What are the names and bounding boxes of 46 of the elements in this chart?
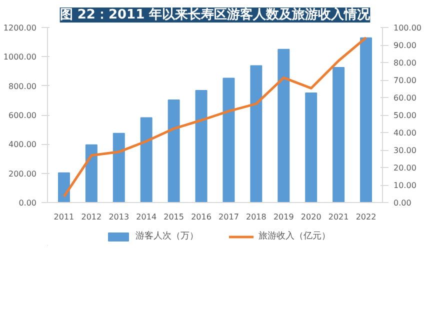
x-tick-label: 2018 <box>246 212 266 222</box>
x-tick-label: 2016 <box>191 212 212 222</box>
line-series <box>62 36 368 198</box>
x-tick-label: 2017 <box>218 212 239 222</box>
y-tick-label: 800.00 <box>8 82 37 91</box>
bar <box>140 117 152 202</box>
x-tick-label: 2020 <box>300 212 322 222</box>
y2-tick-label: 30.00 <box>394 146 416 155</box>
bar <box>58 172 70 202</box>
bar <box>278 48 290 202</box>
legend-label: 旅游收入（亿元） <box>258 230 330 242</box>
x-tick-label: 2022 <box>356 212 376 222</box>
y-tick-label: 0.00 <box>18 198 36 208</box>
bar <box>195 90 208 202</box>
y-tick-label: 400.00 <box>8 140 37 150</box>
bar <box>360 37 372 202</box>
bar <box>332 66 345 202</box>
x-tick-label: 2011 <box>54 212 74 222</box>
legend-label: 游客人次（万） <box>136 230 198 242</box>
y-tick-label: 1200.00 <box>3 24 37 32</box>
y2-tick-label: 0.00 <box>394 198 412 208</box>
y2-tick-label: 70.00 <box>394 76 416 85</box>
y2-tick-label: 50.00 <box>394 111 416 120</box>
bar <box>305 92 318 202</box>
bar <box>222 78 235 202</box>
y2-tick-label: 60.00 <box>394 94 416 102</box>
x-tick-label: 2013 <box>108 212 130 222</box>
y2-tick-label: 90.00 <box>394 41 416 50</box>
y2-tick-label: 40.00 <box>394 128 416 138</box>
y-tick-label: 200.00 <box>8 169 37 178</box>
bar <box>168 99 180 202</box>
chart-title: 图 22：2011 年以来长寿区游客人数及旅游收入情况 <box>60 6 372 22</box>
bar <box>85 144 98 202</box>
bar <box>250 65 262 202</box>
y2-tick-label: 100.00 <box>394 24 422 32</box>
y2-tick-label: 80.00 <box>394 58 416 68</box>
y2-tick-label: 10.00 <box>394 181 416 190</box>
x-tick-label: 2015 <box>164 212 184 222</box>
y2-tick-label: 20.00 <box>394 164 416 172</box>
x-tick-label: 2012 <box>81 212 102 222</box>
x-tick-label: 2019 <box>273 212 294 222</box>
bar <box>112 132 125 202</box>
y-tick-label: 1000.00 <box>3 52 37 62</box>
x-tick-label: 2014 <box>136 212 157 222</box>
x-tick-label: 2021 <box>328 212 349 222</box>
y-tick-label: 600.00 <box>8 111 37 120</box>
